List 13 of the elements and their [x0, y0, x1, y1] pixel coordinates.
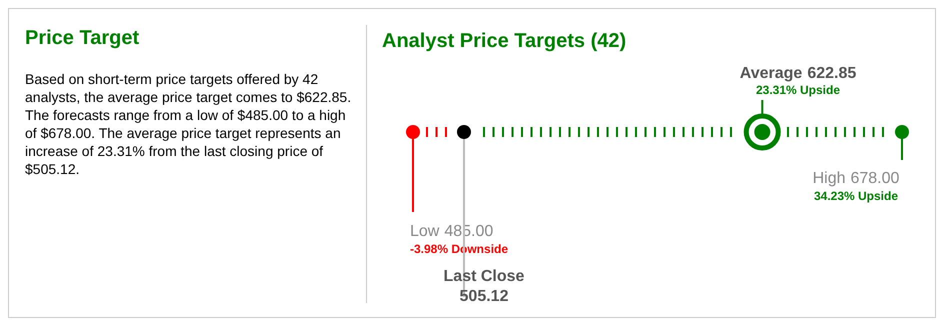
text: Price Target [25, 27, 140, 50]
text: 23.31% Upside [756, 83, 840, 97]
data-label: 505.12 [460, 288, 509, 305]
text: 34.23% Upside [814, 189, 898, 203]
text: Based on short-term price targets offered by 42 analysts, the average price target comes to $622.85. The forecasts range from a low of $485.00 to a high of $678.00. The average price target represents an increase of 23.31% from the last closing price of $505.12. [25, 70, 352, 178]
category-label: Low [410, 223, 440, 240]
category-label: High [812, 170, 846, 187]
data-label: 622.85 [807, 65, 856, 82]
text: -3.98% Downside [410, 242, 508, 256]
category-label: Average [740, 65, 802, 82]
data-label: 678.00 [850, 170, 900, 187]
category-label: Last Close [444, 268, 525, 285]
text: Analyst Price Targets (42) [382, 30, 626, 52]
